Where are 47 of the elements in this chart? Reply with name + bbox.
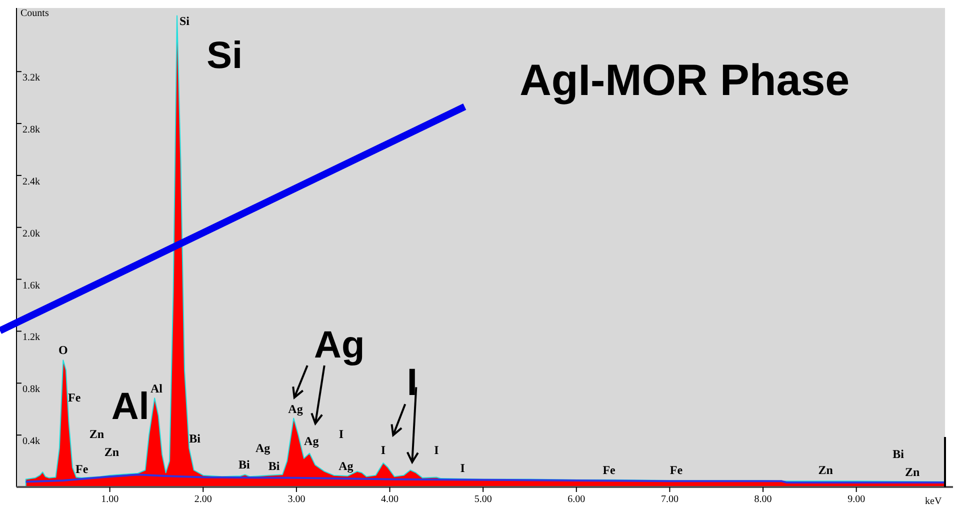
x-tick-label: 5.00	[474, 494, 492, 506]
annotation: Si	[206, 35, 243, 78]
x-tick-label: 1.00	[101, 494, 119, 506]
y-tick-label: 0.4k	[22, 436, 40, 448]
annotation: I	[338, 426, 344, 441]
x-axis-title: keV	[925, 496, 942, 507]
annotation: Ag	[338, 459, 354, 474]
annotation: Bi	[189, 431, 202, 446]
annotation: Si	[179, 14, 190, 28]
y-tick-label: 0.8k	[22, 384, 40, 396]
annotation: Zn	[104, 444, 120, 459]
annotation: Zn	[904, 465, 920, 480]
annotation: Ag	[314, 324, 365, 367]
annotation: Bi	[238, 457, 251, 472]
x-tick-label: 3.00	[288, 494, 306, 506]
y-axis-title: Counts	[20, 8, 49, 19]
x-tick-label: 2.00	[194, 494, 212, 506]
y-tick-label: 2.0k	[22, 228, 40, 240]
x-tick-label: 4.00	[381, 494, 399, 506]
y-tick-label: 2.4k	[22, 176, 40, 188]
annotation: Ag	[304, 434, 319, 448]
annotation: I	[434, 443, 440, 458]
annotation: Fe	[602, 463, 616, 478]
annotation: I	[460, 461, 466, 476]
y-tick-label: 3.2k	[22, 72, 40, 84]
annotation: Bi	[892, 446, 905, 461]
x-tick-label: 7.00	[660, 494, 678, 506]
y-tick-label: 1.2k	[22, 332, 40, 344]
annotation: Al	[111, 386, 150, 428]
annotation: Ag	[256, 441, 270, 456]
annotation: Fe	[670, 463, 684, 478]
annotation: O	[58, 343, 68, 358]
annotation: Fe	[75, 462, 89, 476]
annotation: Fe	[68, 390, 82, 404]
x-tick-label: 8.00	[754, 494, 772, 506]
annotation: Zn	[818, 463, 834, 478]
annotation: Bi	[268, 459, 280, 474]
annotation: I	[406, 362, 418, 404]
annotation: Al	[150, 381, 164, 396]
annotation: I	[380, 443, 386, 458]
x-tick-label: 6.00	[568, 494, 586, 506]
y-tick-label: 2.8k	[22, 124, 40, 136]
annotation: Zn	[89, 426, 104, 441]
y-tick-label: 1.6k	[22, 280, 40, 292]
annotation: Ag	[288, 402, 303, 416]
x-tick-label: 9.00	[848, 494, 866, 506]
annotation: AgI-MOR Phase	[520, 56, 850, 106]
